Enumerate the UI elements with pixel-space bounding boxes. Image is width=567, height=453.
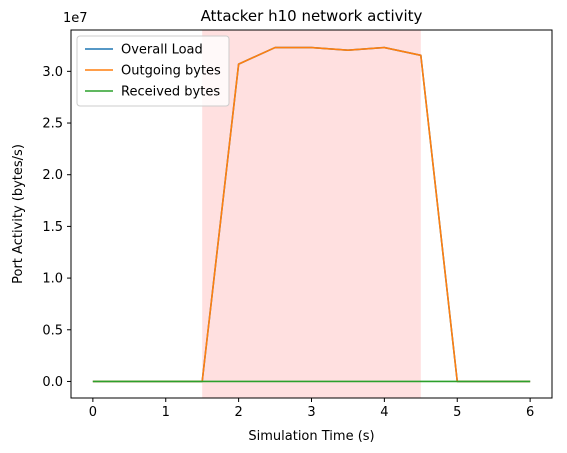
y-axis-label: Port Activity (bytes/s) [11,144,26,284]
x-tick-label: 2 [234,405,242,420]
attack-shaded-region [202,30,421,398]
y-tick-label: 1.0 [42,272,63,287]
legend-label: Received bytes [121,85,220,100]
y-tick-label: 2.0 [42,168,63,183]
x-tick-label: 3 [307,405,315,420]
y-tick-label: 0.5 [42,323,63,338]
legend-label: Overall Load [121,43,203,58]
series-layer [92,46,531,383]
x-tick-label: 6 [526,405,534,420]
x-tick-label: 0 [89,405,97,420]
legend-label: Outgoing bytes [121,64,221,79]
legend-box [76,35,230,107]
x-axis: 0 1 2 3 4 5 6 [89,398,534,420]
chart-title: Attacker h10 network activity [201,7,423,25]
y-tick-label: 3.0 [42,65,63,80]
y-tick-label: 0.0 [42,375,63,390]
y-tick-label: 1.5 [42,220,63,235]
y-axis: 0.0 0.5 1.0 1.5 2.0 2.5 3.0 [42,65,71,390]
x-axis-label: Simulation Time (s) [248,429,374,444]
legend: Overall Load Outgoing bytes Received bytes [76,35,230,107]
x-tick-label: 4 [380,405,388,420]
x-tick-label: 1 [162,405,170,420]
shaded-region-layer [202,30,421,398]
x-tick-label: 5 [453,405,461,420]
y-axis-offset-label: 1e7 [63,11,88,26]
y-tick-label: 2.5 [42,117,63,132]
